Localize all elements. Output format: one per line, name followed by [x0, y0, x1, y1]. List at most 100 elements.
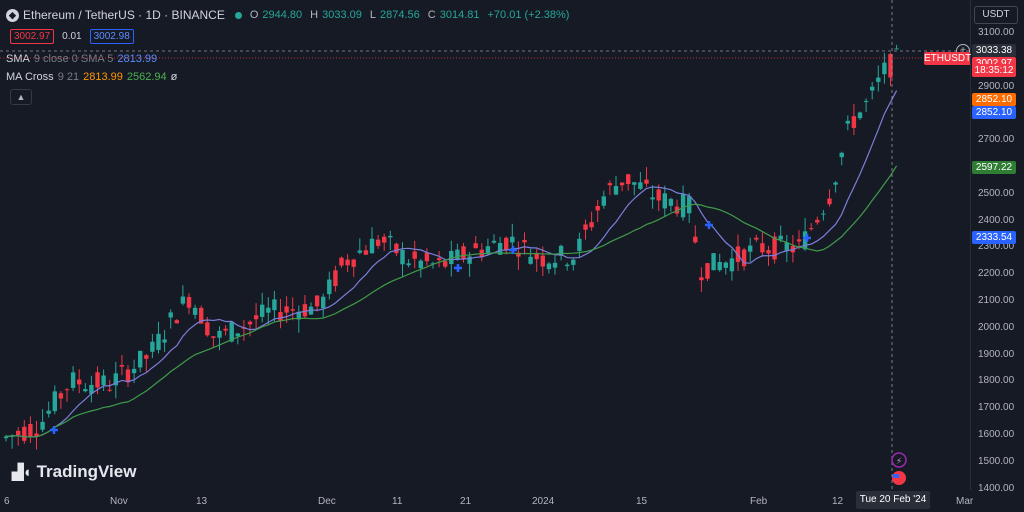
candle-body — [89, 384, 94, 394]
currency-selector[interactable]: USDT — [974, 6, 1018, 24]
cross-price-tag: 2333.54 — [972, 231, 1016, 244]
candle-body — [369, 238, 375, 254]
candle-body — [125, 369, 131, 383]
us-flag-icon[interactable] — [892, 471, 906, 485]
candle-body — [601, 196, 606, 206]
event-icon[interactable]: ⚡ — [891, 452, 907, 468]
candle-body — [888, 54, 893, 78]
candle-body — [619, 182, 625, 186]
candle-body — [766, 250, 771, 254]
candle-body — [613, 186, 619, 195]
candle-body — [705, 263, 710, 279]
candle-body — [833, 182, 838, 185]
candle-body — [662, 193, 667, 209]
candle-body — [674, 206, 680, 214]
price-tick: 1400.00 — [978, 482, 1015, 494]
candle-body — [192, 307, 198, 315]
candle-body — [644, 179, 649, 184]
price-tick: 2500.00 — [978, 187, 1015, 199]
candle-body — [857, 112, 863, 119]
candle-body — [510, 236, 515, 243]
candle-body — [876, 77, 881, 82]
price-tick: 1700.00 — [978, 402, 1015, 414]
candle-body — [693, 236, 698, 243]
ethereum-icon: ◆ — [6, 8, 19, 22]
candle-body — [40, 421, 45, 430]
candle-body — [565, 264, 570, 267]
candle-body — [778, 235, 783, 240]
candle-body — [321, 296, 326, 309]
sma-legend[interactable]: SMA 9 close 0 SMA 5 2813.99 — [6, 53, 157, 65]
sell-button[interactable]: 3002.97 — [10, 29, 55, 44]
sma-params: 9 close 0 SMA 5 — [33, 53, 114, 65]
candle-body — [278, 312, 283, 321]
candle-body — [473, 243, 478, 249]
candle-body — [522, 240, 527, 243]
sma-value: 2813.99 — [117, 53, 158, 65]
price-tick: 2400.00 — [978, 214, 1015, 226]
time-tick: Mar — [956, 496, 974, 507]
time-tick: 21 — [460, 496, 472, 507]
candle-body — [119, 365, 125, 367]
candle-body — [821, 213, 826, 215]
cross-marker — [705, 221, 713, 229]
candle-body — [186, 297, 192, 308]
fast-ma-price-tag: 2852.10 — [972, 106, 1016, 119]
candle-body — [290, 309, 295, 311]
collapse-legend-button[interactable]: ▲ — [10, 89, 32, 105]
candle-body — [436, 258, 442, 261]
candle-body — [571, 259, 576, 265]
candle-body — [28, 423, 33, 437]
candle-body — [729, 258, 735, 272]
candle-body — [760, 243, 765, 253]
candle-body — [70, 372, 76, 388]
candle-body — [680, 193, 686, 218]
candle-body — [863, 100, 869, 102]
candle-body — [375, 239, 381, 246]
high-value: 3033.09 — [322, 9, 362, 21]
candle-body — [546, 263, 552, 270]
candle-body — [595, 206, 600, 211]
candle-body — [339, 257, 344, 266]
close-value: 3014.81 — [439, 9, 480, 21]
price-chart[interactable]: ⚡ — [0, 0, 970, 490]
candle-body — [168, 312, 173, 318]
cross-marker — [803, 234, 811, 242]
candle-body — [583, 224, 588, 230]
candle-body — [882, 62, 887, 75]
candle-body — [485, 246, 491, 253]
symbol-title[interactable]: Ethereum / TetherUS · 1D · BINANCE — [23, 8, 225, 22]
candle-body — [491, 240, 497, 243]
candle-body — [217, 330, 222, 338]
candle-body — [260, 304, 265, 317]
candle-body — [461, 246, 466, 260]
candle-body — [851, 116, 857, 128]
crosshair-price-tag: 3033.38 — [972, 44, 1016, 57]
candle-body — [796, 239, 802, 242]
candle-body — [22, 426, 27, 441]
tradingview-logo[interactable]: ▟◖ TradingView — [12, 462, 136, 482]
candle-body — [394, 243, 399, 254]
candle-body — [534, 252, 539, 260]
candle-body — [3, 436, 9, 439]
cross-marker — [509, 246, 517, 254]
price-tick: 2200.00 — [978, 268, 1015, 280]
bid-ask-row: 3002.97 0.01 3002.98 — [10, 29, 134, 44]
candle-body — [632, 182, 637, 185]
symbol-price-tag: ETHUSDT — [924, 52, 972, 65]
candle-body — [827, 198, 832, 205]
price-axis[interactable] — [970, 0, 1024, 490]
symbol-legend[interactable]: ◆ Ethereum / TetherUS · 1D · BINANCE O 29… — [6, 8, 569, 22]
candle-body — [845, 120, 850, 124]
ma-cross-legend[interactable]: MA Cross 9 21 2813.99 2562.94 ø — [6, 71, 177, 83]
buy-button[interactable]: 3002.98 — [89, 29, 134, 44]
countdown-tag: 18:35:12 — [972, 64, 1016, 77]
candle-body — [626, 174, 631, 185]
time-tick: Nov — [110, 496, 128, 507]
candle-body — [412, 251, 417, 259]
candle-body — [351, 259, 356, 267]
candle-body — [107, 389, 112, 391]
ma-slow-value: 2562.94 — [126, 71, 167, 83]
candle-body — [443, 261, 448, 267]
candle-body — [558, 245, 564, 256]
